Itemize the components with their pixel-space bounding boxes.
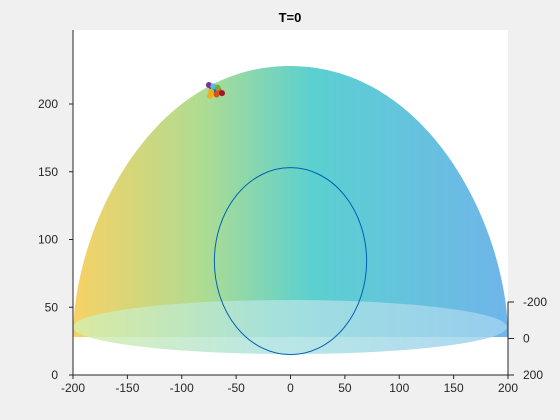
hemisphere-base — [73, 300, 507, 354]
y-tick-label-4: 200 — [38, 97, 58, 111]
x-tick-label-7: 150 — [444, 381, 464, 395]
x-tick-label-4: 0 — [287, 381, 294, 395]
chart-title: T=0 — [279, 10, 302, 25]
z-tick-label-2: 200 — [523, 368, 543, 382]
x-tick-label-3: -50 — [227, 381, 245, 395]
x-tick-label-8: 200 — [498, 381, 518, 395]
x-tick-label-6: 100 — [389, 381, 409, 395]
z-tick-label-0: -200 — [523, 295, 547, 309]
hemisphere-surface — [73, 66, 508, 337]
x-tick-label-5: 50 — [338, 381, 352, 395]
cluster-point-4 — [213, 91, 220, 98]
y-tick-label-1: 50 — [45, 300, 59, 314]
z-tick-label-1: 0 — [523, 332, 530, 346]
z-axis-ticks: -200 0 200 — [508, 295, 547, 382]
x-tick-label-1: -150 — [115, 381, 139, 395]
y-axis-ticks: 0 50 100 150 200 — [38, 97, 73, 382]
cluster-point-9 — [208, 88, 215, 95]
y-tick-label-0: 0 — [51, 368, 58, 382]
x-tick-label-0: -200 — [61, 381, 85, 395]
cluster-point-6 — [218, 90, 225, 97]
cluster-point-8 — [214, 84, 221, 91]
y-tick-label-3: 150 — [38, 165, 58, 179]
ellipse-trajectory — [213, 167, 368, 356]
point-cluster — [205, 82, 225, 99]
x-axis-ticks: -200 -150 -100 -50 0 50 100 150 200 — [61, 375, 518, 395]
x-tick-label-2: -100 — [170, 381, 194, 395]
y-tick-label-2: 100 — [38, 233, 58, 247]
